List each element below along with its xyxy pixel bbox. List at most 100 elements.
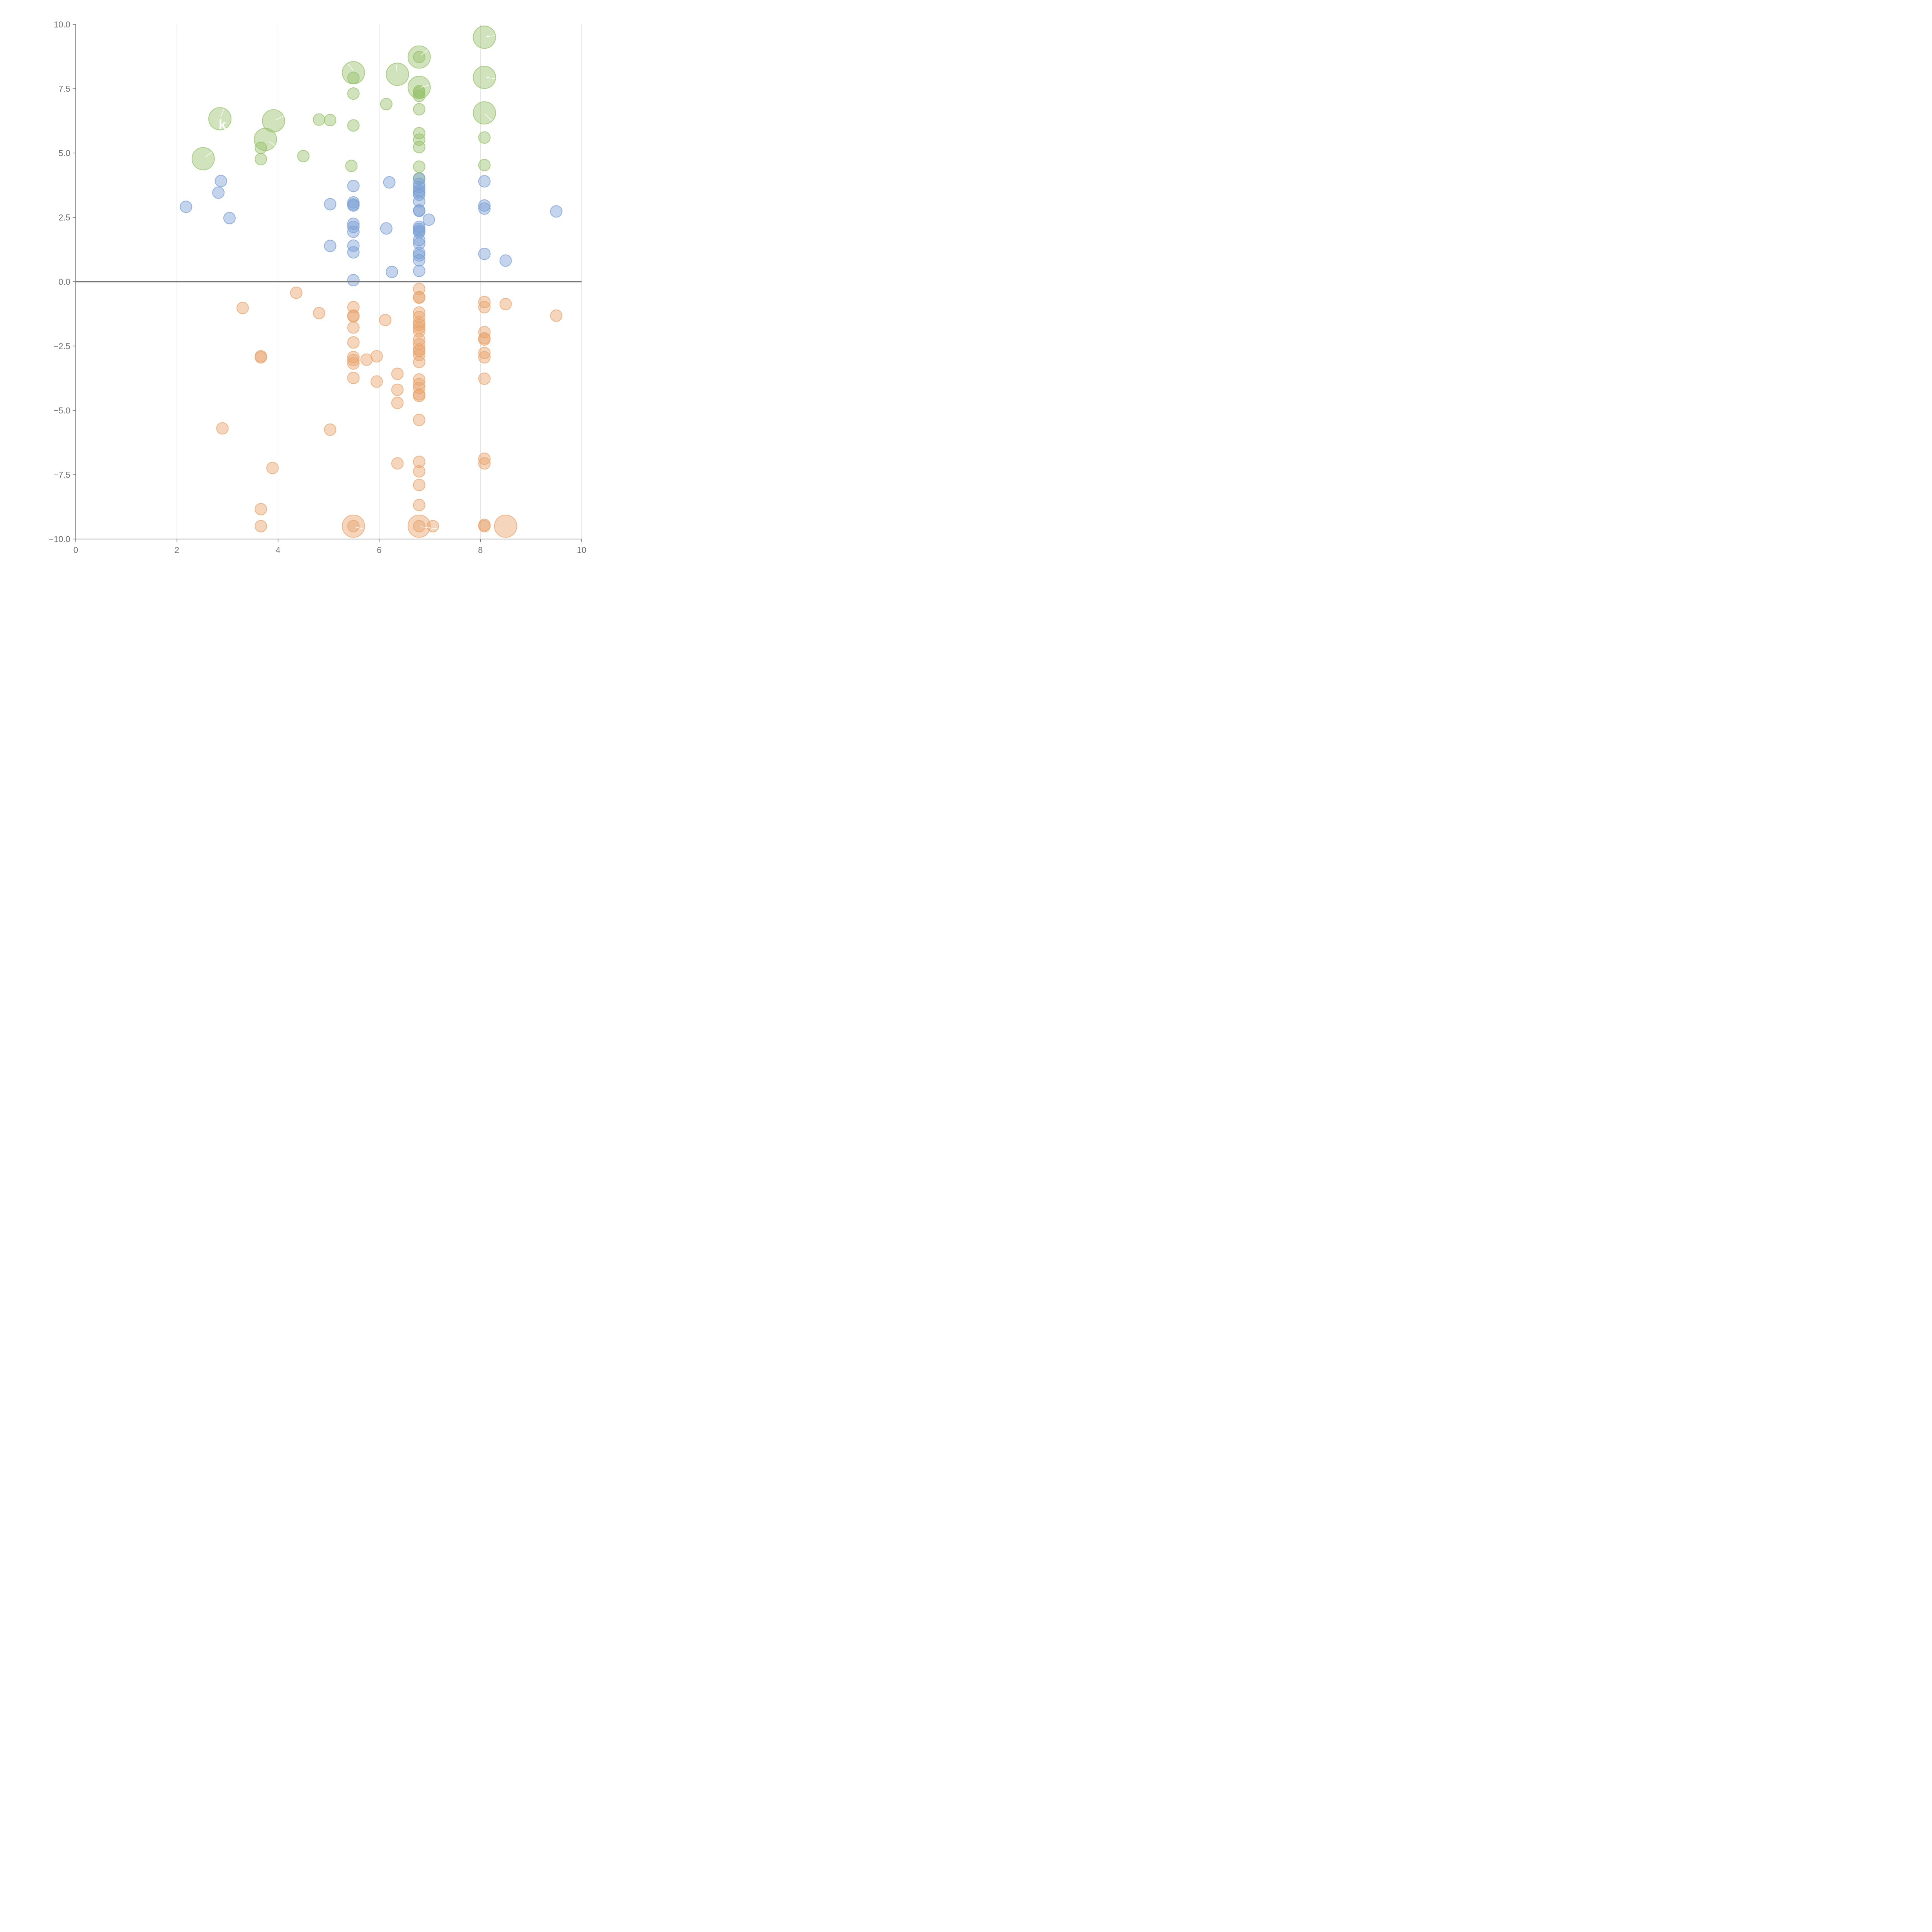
data-point-bubble bbox=[255, 153, 267, 165]
data-point-bubble bbox=[383, 176, 396, 189]
y-tick-label: 10.0 bbox=[54, 20, 70, 29]
data-point-bubble bbox=[413, 234, 425, 247]
data-point-bubble bbox=[413, 127, 425, 139]
data-point-bubble bbox=[347, 520, 360, 532]
leader-line bbox=[220, 109, 224, 117]
data-point-bubble bbox=[313, 307, 325, 320]
data-point-bubble bbox=[255, 503, 267, 515]
y-tick-label: 5.0 bbox=[58, 148, 70, 158]
data-point-bubble bbox=[478, 202, 491, 215]
data-point-bubble bbox=[413, 520, 425, 532]
data-point-bubble bbox=[380, 222, 393, 235]
data-point-bubble bbox=[499, 254, 512, 267]
data-point-bubble bbox=[386, 265, 398, 278]
data-point-bubble bbox=[324, 198, 337, 211]
data-point-bubble bbox=[212, 186, 225, 199]
data-point-bubble bbox=[413, 456, 425, 468]
data-point-bubble bbox=[413, 160, 425, 173]
data-point-bubble bbox=[380, 98, 393, 111]
chart-container: k s 10.0 7.5 5.0 2.5 0.0 −2.5 −5.0 −7.5 −10.0 0 2 4… bbox=[0, 0, 600, 600]
data-point-bubble bbox=[413, 349, 425, 361]
data-point-bubble bbox=[347, 87, 360, 100]
data-point-bubble bbox=[413, 133, 425, 146]
data-point-bubble bbox=[191, 147, 215, 170]
data-point-bubble bbox=[473, 66, 496, 89]
data-point-bubble bbox=[347, 71, 360, 84]
data-point-bubble bbox=[324, 240, 337, 252]
data-point-bubble bbox=[347, 246, 360, 259]
y-tick-label: −7.5 bbox=[54, 470, 70, 480]
leader-line bbox=[421, 85, 429, 88]
data-point-bubble bbox=[255, 141, 267, 154]
y-tick-label: −5.0 bbox=[54, 406, 70, 415]
leader-line bbox=[486, 77, 496, 79]
data-point-bubble bbox=[499, 298, 512, 310]
data-point-bubble bbox=[413, 318, 425, 331]
y-tick-label: 0.0 bbox=[58, 277, 70, 287]
data-point-bubble bbox=[413, 195, 425, 208]
callout-label-s: s bbox=[382, 521, 389, 536]
data-point-bubble bbox=[347, 180, 360, 192]
data-point-bubble bbox=[478, 520, 491, 532]
data-point-bubble bbox=[347, 274, 360, 287]
y-tick-label: −2.5 bbox=[54, 342, 70, 351]
data-point-bubble bbox=[391, 383, 404, 396]
data-point-bubble bbox=[347, 239, 360, 252]
leader-line bbox=[485, 114, 492, 121]
data-point-bubble bbox=[413, 291, 425, 304]
leader-line bbox=[421, 49, 428, 55]
x-tick-label: 2 bbox=[175, 545, 179, 555]
data-point-bubble bbox=[370, 350, 383, 363]
data-point-bubble bbox=[478, 131, 491, 144]
data-point-bubble bbox=[347, 221, 360, 233]
data-point-bubble bbox=[347, 336, 360, 349]
x-tick-label: 10 bbox=[577, 545, 586, 555]
data-point-bubble bbox=[342, 514, 365, 538]
data-point-bubble bbox=[413, 247, 425, 259]
data-point-bubble bbox=[253, 128, 277, 151]
data-point-bubble bbox=[478, 351, 491, 364]
data-point-bubble bbox=[407, 45, 431, 69]
leader-line bbox=[348, 64, 354, 71]
data-point-bubble bbox=[413, 338, 425, 350]
x-tick-label: 0 bbox=[73, 545, 78, 555]
data-point-bubble bbox=[413, 188, 425, 201]
x-tick-label: 8 bbox=[478, 545, 483, 555]
data-point-bubble bbox=[413, 86, 425, 99]
data-point-bubble bbox=[347, 321, 360, 334]
data-point-bubble bbox=[413, 479, 425, 492]
callout-label-k: k bbox=[219, 117, 226, 132]
x-tick-label: 6 bbox=[377, 545, 381, 555]
data-point-bubble bbox=[216, 422, 229, 435]
data-point-bubble bbox=[347, 119, 360, 132]
y-tick-label: 7.5 bbox=[58, 84, 70, 94]
data-point-bubble bbox=[478, 372, 491, 385]
leader-line bbox=[205, 152, 212, 157]
data-point-bubble bbox=[413, 90, 425, 102]
data-point-bubble bbox=[370, 375, 383, 388]
data-point-bubble bbox=[478, 452, 491, 465]
data-point-bubble bbox=[413, 103, 425, 116]
data-point-bubble bbox=[478, 296, 491, 308]
leader-line bbox=[355, 527, 364, 529]
data-point-bubble bbox=[347, 199, 360, 212]
data-point-bubble bbox=[324, 114, 337, 126]
data-point-bubble bbox=[413, 141, 425, 153]
data-point-bubble bbox=[407, 514, 431, 538]
data-point-bubble bbox=[413, 373, 425, 386]
data-point-bubble bbox=[347, 310, 360, 323]
data-point-bubble bbox=[413, 306, 425, 319]
data-point-bubble bbox=[478, 175, 491, 188]
data-point-bubble bbox=[413, 465, 425, 478]
data-point-bubble bbox=[347, 351, 360, 364]
data-point-bubble bbox=[422, 213, 435, 226]
callout-layer: k s bbox=[205, 35, 496, 536]
data-point-bubble bbox=[266, 462, 279, 474]
leader-line bbox=[486, 35, 496, 37]
data-point-bubble bbox=[413, 345, 425, 357]
data-point-bubble bbox=[347, 354, 360, 367]
data-point-bubble bbox=[478, 333, 491, 346]
data-point-bubble bbox=[473, 101, 496, 125]
data-point-bubble bbox=[413, 355, 425, 368]
bubble-layer bbox=[180, 26, 563, 538]
